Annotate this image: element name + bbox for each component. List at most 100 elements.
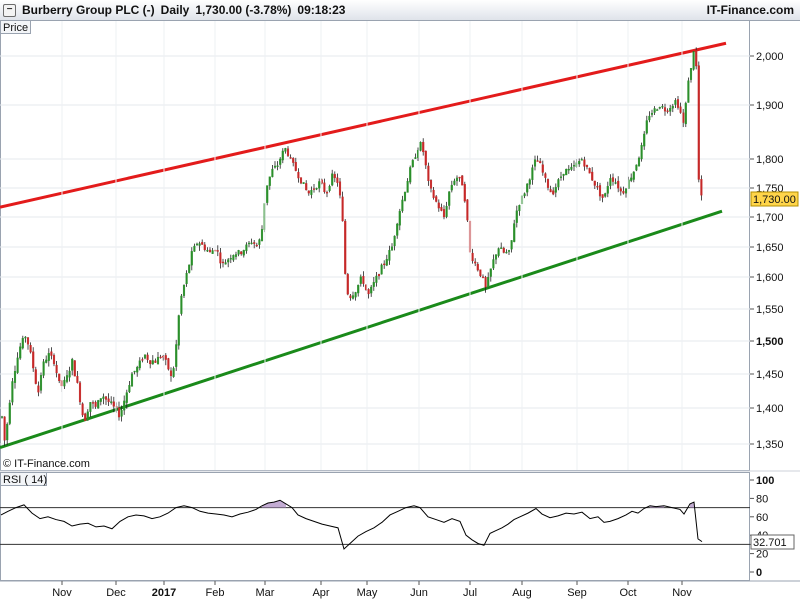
price-tick-label: 1,550 (756, 304, 784, 316)
candle (461, 175, 464, 186)
candle (29, 342, 32, 354)
candle (658, 106, 661, 110)
candle (643, 131, 646, 150)
candle (328, 184, 331, 193)
time-tick-label: Dec (106, 587, 126, 599)
candle (393, 235, 396, 251)
candle (481, 274, 485, 279)
candle (700, 175, 703, 201)
candle (591, 167, 594, 181)
candle (666, 108, 669, 114)
candle (377, 273, 381, 280)
candle (104, 395, 108, 405)
candle (284, 147, 287, 154)
candle (42, 358, 45, 379)
price-tick-label: 1,400 (756, 403, 784, 415)
candle (268, 176, 271, 190)
candle (276, 161, 279, 171)
candle (445, 201, 448, 219)
candle (541, 160, 544, 176)
last-price-tag: 1,730.00 (753, 194, 796, 206)
candle (632, 171, 635, 183)
candle (357, 284, 360, 297)
candle (297, 168, 300, 183)
collapse-icon[interactable]: − (3, 3, 16, 17)
candle (71, 357, 74, 376)
candle (242, 249, 245, 258)
candle (359, 274, 362, 287)
last-rsi-tag: 32.701 (753, 537, 787, 549)
candle (65, 370, 69, 384)
price-y-axis: 1,350 1,400 1,450 1,500 1,550 1,600 1,650 1,700… (750, 51, 784, 451)
candle (286, 146, 290, 157)
price-tick-label: 1,600 (756, 272, 784, 284)
candle (697, 61, 700, 183)
candle (440, 203, 443, 212)
candle (110, 396, 113, 405)
candle (8, 399, 11, 426)
candle (302, 182, 305, 184)
candle (123, 395, 126, 415)
candle (188, 264, 191, 274)
candle (73, 360, 76, 377)
candle (515, 205, 518, 228)
candle (432, 187, 435, 200)
candle (370, 284, 373, 297)
rsi-tick-label: 100 (756, 475, 774, 487)
candle (240, 251, 243, 256)
candle (424, 150, 427, 169)
candle (271, 165, 274, 178)
candle (682, 108, 685, 128)
candle (221, 258, 225, 268)
candle (224, 259, 227, 265)
candle (172, 366, 175, 378)
candle (562, 173, 565, 181)
candle (146, 352, 149, 363)
candle (419, 141, 422, 152)
candle (695, 47, 698, 70)
candle (637, 156, 641, 167)
candle (55, 360, 58, 378)
time-tick-label: Jun (410, 587, 428, 599)
candle (258, 238, 261, 249)
time-tick-label: Apr (312, 587, 329, 599)
rsi-tick-label: 80 (756, 493, 768, 505)
candle (411, 159, 414, 168)
candle (45, 355, 48, 364)
candle (409, 165, 412, 185)
candle (211, 248, 214, 254)
candle (117, 401, 121, 421)
candle (383, 260, 386, 269)
candle (689, 68, 693, 83)
candle (390, 243, 394, 251)
candle (94, 400, 97, 409)
time-tick-label: Feb (206, 587, 225, 599)
candle (544, 172, 547, 183)
period-label: Daily (160, 3, 190, 17)
brand-label: IT-Finance.com (706, 3, 794, 17)
time-tick-label: Nov (52, 587, 72, 599)
candle (19, 342, 22, 360)
resistance-trendline (0, 41, 727, 209)
price-gridlines (0, 55, 750, 445)
candle (331, 169, 334, 187)
candle (500, 242, 503, 249)
candle (572, 160, 576, 171)
candle (531, 164, 534, 185)
candle (450, 180, 453, 193)
time-tick-label: Sep (567, 587, 587, 599)
price-tick-label: 1,700 (756, 212, 784, 224)
time-tick-label: Jul (463, 587, 477, 599)
candle (645, 115, 648, 135)
support-trendline (0, 209, 723, 450)
candle (487, 272, 490, 288)
candle (669, 104, 672, 116)
price-tick-label: 2,000 (756, 51, 784, 63)
chart-title-bar: − Burberry Group PLC (-) Daily 1,730.00 … (0, 0, 800, 21)
price-tick-label: 1,500 (756, 336, 784, 348)
candle (247, 241, 251, 248)
candle (458, 176, 461, 182)
candle (219, 248, 222, 269)
candle (489, 268, 492, 282)
